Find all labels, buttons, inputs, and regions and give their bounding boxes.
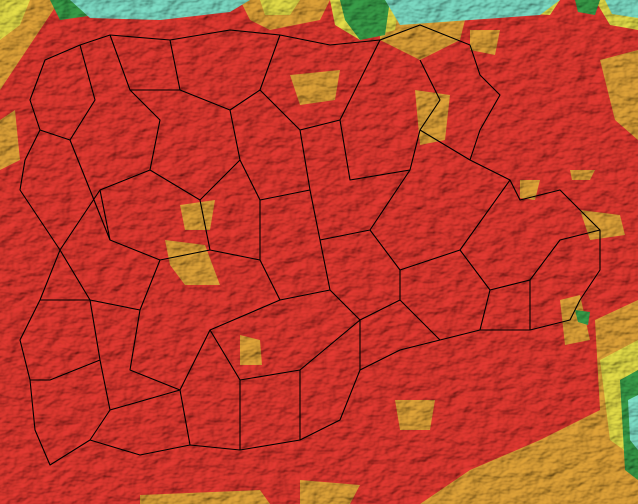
region-outline	[19, 24, 601, 466]
lowest-zones	[70, 0, 638, 450]
municipal-boundaries	[19, 24, 601, 466]
